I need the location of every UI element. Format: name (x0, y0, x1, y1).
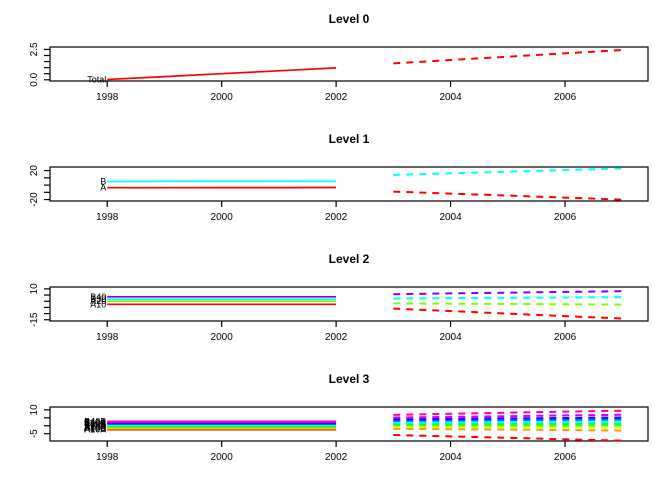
series-B40B-forecast-line (393, 409, 623, 416)
panel-title-level-0: Level 0 (328, 12, 370, 26)
panel-title-level-3: Level 3 (328, 372, 370, 386)
plot-box (49, 406, 649, 442)
series-A10C-forecast-line (393, 425, 623, 429)
x-tick-label: 2004 (439, 212, 462, 223)
y-tick-label: 10 (29, 283, 40, 295)
y-tick-label: -15 (29, 312, 40, 327)
x-tick-label: 1998 (96, 332, 119, 343)
x-tick-label: 2002 (325, 452, 348, 463)
series-B-label: B (100, 176, 106, 186)
series-B30-label: B30 (90, 294, 106, 304)
series-A-forecast-line (393, 190, 623, 201)
x-tick-label: 2002 (325, 332, 348, 343)
series-B40A-forecast-line (393, 413, 623, 419)
series-A10C-label: A10C (84, 423, 107, 433)
x-tick-label: 1998 (96, 92, 119, 103)
series-A20-forecast-line (393, 302, 623, 306)
x-tick-label: 2000 (211, 92, 234, 103)
panel-level-3: -5 10 1998 2000 2002 2004 2006 A10A A10B A10C A20A… (0, 360, 672, 480)
x-tick-label: 2004 (439, 92, 462, 103)
x-tick-label: 2000 (211, 332, 234, 343)
panel-title-level-1: Level 1 (328, 132, 370, 146)
series-B40B-label: B40B (84, 416, 106, 426)
level-3-chart: -5 10 1998 2000 2002 2004 2006 A10AA10BA10CA20A… (29, 404, 649, 463)
series-Total-label: Total (87, 75, 106, 85)
series-B40A-label: B40A (84, 417, 106, 427)
y-tick-label: 0.0 (29, 72, 40, 86)
series-A10A-label: A10A (84, 425, 106, 435)
series-B30B-label: B30B (84, 419, 106, 429)
y-tick-label: 20 (29, 165, 40, 177)
panel-title-level-2: Level 2 (328, 252, 370, 266)
series-A20-label: A20 (90, 296, 106, 306)
series-Total-forecast-line (393, 49, 623, 65)
series-B30B-forecast-line (393, 418, 623, 422)
level-0-chart: 0.0 2.5 1998 2000 2002 2004 2006 Total (29, 42, 649, 103)
x-tick-label: 1998 (96, 452, 119, 463)
x-tick-label: 2006 (554, 92, 577, 103)
x-tick-label: 2002 (325, 212, 348, 223)
panel-level-0: 0.0 2.5 1998 2000 2002 2004 2006 Total Level 0 (0, 0, 672, 120)
y-tick-label: -5 (29, 429, 40, 438)
plot-box (49, 166, 649, 202)
y-tick-label: 2.5 (29, 42, 40, 56)
series-B-forecast-line (393, 167, 623, 176)
panel-level-2: -15 10 1998 2000 2002 2004 2006 A10 A20 B30 B40 Le… (0, 240, 672, 360)
series-A10B-label: A10B (84, 424, 106, 434)
x-tick-label: 2000 (211, 212, 234, 223)
series-A20B-label: A20B (84, 421, 106, 431)
x-tick-label: 2006 (554, 332, 577, 343)
series-B40-label: B40 (90, 292, 106, 302)
series-B30A-label: B30A (84, 420, 106, 430)
x-tick-label: 2002 (325, 92, 348, 103)
x-tick-label: 2004 (439, 452, 462, 463)
series-B40-forecast-line (393, 290, 623, 296)
series-A10A-forecast-line (393, 434, 623, 442)
plot-box (49, 286, 649, 322)
plot-box (49, 46, 649, 82)
series-B30C-forecast-line (393, 416, 623, 421)
series-A10-label: A10 (90, 299, 106, 309)
series-A10B-forecast-line (393, 427, 623, 432)
x-tick-label: 1998 (96, 212, 119, 223)
series-B30-forecast-line (393, 296, 623, 300)
x-tick-label: 2006 (554, 452, 577, 463)
y-tick-label: 10 (29, 404, 40, 416)
series-B30C-label: B30C (84, 418, 107, 428)
x-tick-label: 2000 (211, 452, 234, 463)
series-A-label: A (100, 183, 106, 193)
level-1-chart: -20 20 1998 2000 2002 2004 2006 AB (29, 165, 649, 223)
x-tick-label: 2006 (554, 212, 577, 223)
series-A20A-label: A20A (84, 422, 106, 432)
panel-level-1: -20 20 1998 2000 2002 2004 2006 A B Level 1 (0, 120, 672, 240)
series-B30A-forecast-line (393, 420, 623, 424)
series-Total-history-line (107, 67, 337, 81)
series-A10-forecast-line (393, 307, 623, 320)
x-tick-label: 2004 (439, 332, 462, 343)
y-tick-label: -20 (29, 192, 40, 207)
